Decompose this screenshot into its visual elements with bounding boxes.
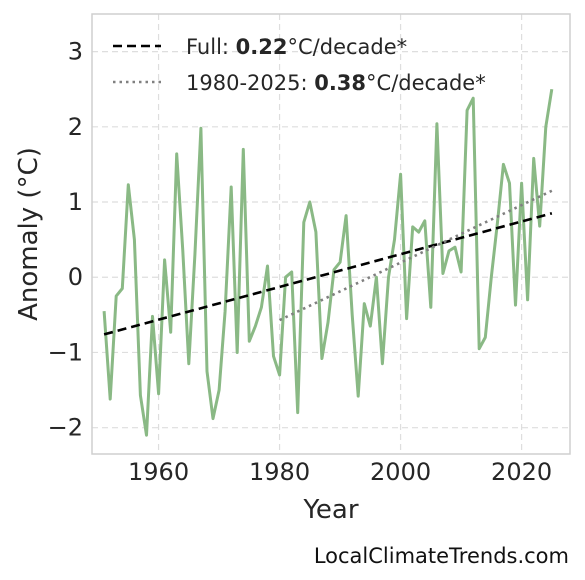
full-trend-line: [103, 212, 553, 336]
plot-frame: [91, 13, 571, 455]
legend-prefix: 1980-2025:: [186, 71, 314, 95]
x-axis-label: Year: [302, 495, 358, 525]
y-tick-label: 1: [68, 188, 83, 216]
legend-rate: 0.38: [314, 71, 366, 95]
legend-recent-label: 1980-2025: 0.38°C/decade*: [186, 71, 486, 95]
anomaly-series-line: [102, 88, 554, 437]
legend-suffix: °C/decade*: [366, 71, 486, 95]
legend: Full: 0.22°C/decade*1980-2025: 0.38°C/de…: [113, 35, 486, 95]
legend-rate: 0.22: [236, 35, 288, 59]
y-tick-label: 0: [68, 263, 83, 291]
y-tick-label: −1: [48, 338, 83, 366]
watermark: LocalClimateTrends.com: [313, 544, 569, 568]
legend-prefix: Full:: [186, 35, 236, 59]
x-tick-label: 1960: [128, 458, 189, 486]
x-tick-label: 2020: [491, 458, 552, 486]
grid: [92, 14, 570, 454]
legend-full-label: Full: 0.22°C/decade*: [186, 35, 407, 59]
x-tick-label: 1980: [249, 458, 310, 486]
series-layer: [102, 88, 554, 437]
y-tick-label: 2: [68, 113, 83, 141]
y-tick-label: −2: [48, 414, 83, 442]
legend-suffix: °C/decade*: [288, 35, 408, 59]
y-tick-label: 3: [68, 38, 83, 66]
y-axis-label: Anomaly (°C): [14, 147, 44, 321]
ticks: 1960 1980 2000 2020 −2 −1 0 1 2 3: [48, 38, 553, 486]
recent-trend-line: [279, 189, 553, 322]
x-tick-label: 2000: [370, 458, 431, 486]
